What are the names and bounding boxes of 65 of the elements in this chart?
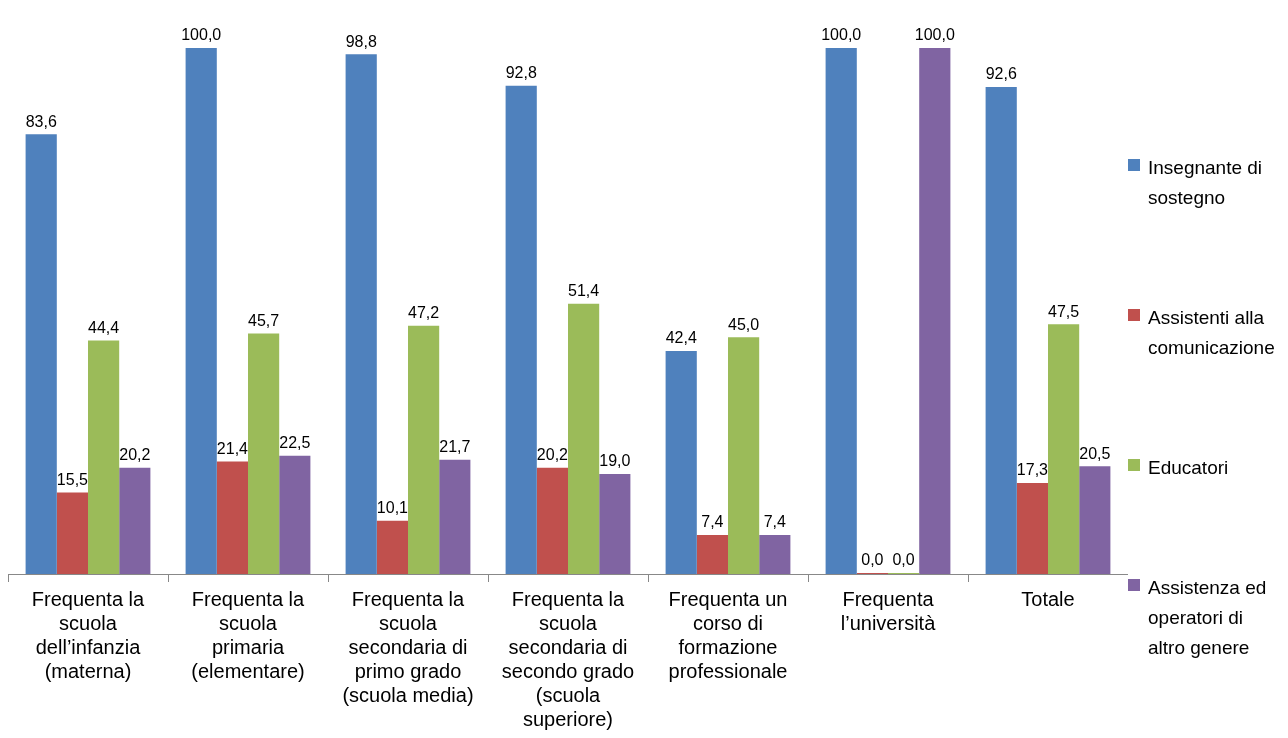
bar	[345, 54, 377, 574]
bar	[825, 48, 857, 574]
bar	[1016, 483, 1048, 574]
data-label: 51,4	[568, 282, 600, 300]
bar	[119, 467, 151, 574]
data-label: 47,5	[1048, 302, 1080, 320]
data-label: 83,6	[25, 112, 57, 130]
legend-label: Assistenti alla comunicazione	[1148, 306, 1275, 360]
data-label: 20,2	[119, 446, 151, 464]
bar	[505, 85, 537, 574]
bar	[408, 325, 440, 574]
data-label: 45,0	[728, 315, 760, 333]
data-label: 15,5	[56, 470, 89, 488]
data-label: 45,7	[248, 312, 280, 330]
x-tick-label: Frequenta l’università	[840, 587, 937, 634]
x-tick-label: Frequenta un corso di formazione professionale	[668, 587, 788, 682]
data-label: 42,4	[665, 329, 697, 347]
data-label: 0,0	[892, 551, 915, 569]
data-label: 98,8	[345, 32, 377, 50]
data-label: 100,0	[821, 26, 862, 44]
data-label: 44,4	[88, 318, 120, 336]
data-label: 7,4	[701, 513, 724, 531]
data-label: 21,7	[439, 438, 471, 456]
bar	[216, 461, 248, 574]
data-label: 92,6	[985, 65, 1017, 83]
data-label: 7,4	[763, 513, 787, 531]
x-tick-label: Frequenta la scuola secondaria di primo grado (scuola media)	[342, 587, 474, 706]
bar	[568, 303, 600, 574]
bar	[185, 48, 217, 574]
x-tick-label: Totale	[1021, 587, 1075, 610]
bar	[536, 467, 568, 574]
bar	[728, 337, 760, 574]
data-label: 100,0	[914, 26, 955, 44]
bar	[919, 48, 951, 574]
x-tick-label: Frequenta la scuola secondaria di secondo grado (scuola superiore)	[501, 587, 635, 730]
data-label: 20,5	[1079, 444, 1111, 462]
bar	[985, 86, 1017, 574]
bar	[88, 340, 120, 574]
bar	[25, 134, 57, 574]
legend-label: Insegnante di sostegno	[1148, 156, 1264, 210]
data-label: 21,4	[216, 439, 249, 457]
data-label: 17,3	[1016, 461, 1049, 479]
bar	[665, 350, 697, 574]
bar	[248, 333, 280, 574]
data-label: 100,0	[181, 26, 222, 44]
data-label: 92,8	[505, 64, 537, 82]
bar	[376, 520, 408, 574]
data-label: 10,1	[376, 499, 409, 517]
legend-label: Assistenza ed operatori di altro genere	[1148, 576, 1268, 660]
bar	[439, 459, 471, 574]
data-label: 22,5	[279, 434, 311, 452]
bar	[759, 535, 791, 574]
data-label: 19,0	[599, 452, 631, 470]
legend-label: Educatori	[1148, 456, 1230, 480]
x-tick-label: Frequenta la scuola dell’infanzia (materna)	[31, 587, 146, 682]
bar	[599, 474, 631, 574]
bar	[1048, 324, 1080, 574]
bar	[696, 535, 728, 574]
data-label: 47,2	[408, 304, 440, 322]
data-label: 20,2	[536, 446, 569, 464]
bar	[279, 455, 311, 574]
bar	[56, 492, 88, 574]
bar	[1079, 466, 1111, 574]
x-tick-label: Frequenta la scuola primaria (elementare)	[191, 587, 306, 682]
data-label: 0,0	[861, 551, 884, 569]
